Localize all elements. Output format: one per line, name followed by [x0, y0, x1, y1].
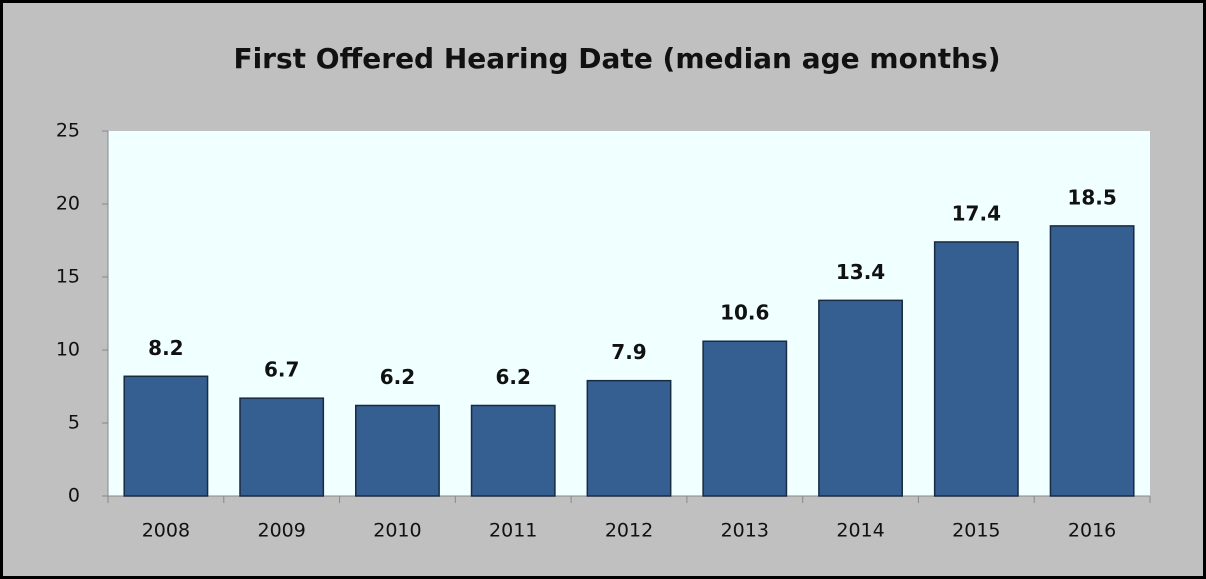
- data-label: 6.7: [264, 358, 299, 382]
- x-tick-label: 2011: [489, 520, 537, 542]
- x-tick-label: 2010: [373, 520, 421, 542]
- y-tick-label: 20: [56, 193, 80, 215]
- x-tick-label: 2015: [952, 520, 1000, 542]
- data-label: 10.6: [720, 301, 769, 325]
- bar: [355, 404, 440, 497]
- x-tick-label: 2008: [142, 520, 190, 542]
- y-tick-label: 5: [68, 412, 80, 434]
- x-tick-label: 2013: [721, 520, 769, 542]
- bar: [239, 397, 325, 497]
- y-tick-label: 0: [68, 485, 80, 507]
- x-tick-label: 2016: [1068, 520, 1116, 542]
- bar: [702, 340, 788, 497]
- x-tick-label: 2009: [257, 520, 305, 542]
- bar: [818, 299, 903, 497]
- data-label: 18.5: [1067, 185, 1116, 209]
- data-label: 13.4: [836, 260, 885, 284]
- bar: [1049, 225, 1135, 497]
- x-tick-label: 2012: [605, 520, 653, 542]
- bar: [470, 404, 556, 497]
- data-label: 7.9: [611, 340, 646, 364]
- data-label: 6.2: [496, 365, 531, 389]
- y-tick-label: 10: [56, 339, 80, 361]
- x-tick-label: 2014: [836, 520, 884, 542]
- data-label: 17.4: [952, 201, 1001, 225]
- chart-title: First Offered Hearing Date (median age m…: [233, 42, 1000, 75]
- bar: [933, 241, 1019, 497]
- bar: [586, 379, 672, 497]
- data-label: 8.2: [148, 336, 183, 360]
- y-tick-label: 25: [56, 120, 80, 142]
- bar: [123, 375, 209, 497]
- data-label: 6.2: [380, 365, 415, 389]
- y-tick-label: 15: [56, 266, 80, 288]
